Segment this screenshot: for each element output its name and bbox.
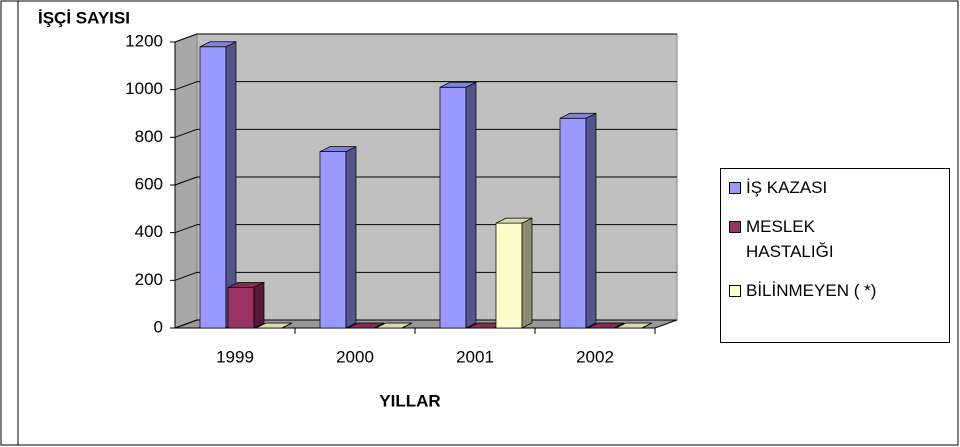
bar-side: [613, 322, 625, 329]
grid-line: [174, 319, 198, 329]
x-tick-label: 2000: [336, 347, 374, 366]
bar: [319, 151, 347, 329]
legend-item: İŞ KAZASI: [729, 175, 889, 200]
y-tick-label: 800: [135, 127, 163, 146]
bar-side: [345, 146, 357, 329]
x-tick-label: 2002: [576, 347, 614, 366]
y-tick-label: 0: [154, 317, 163, 336]
x-axis-title: YILLAR: [379, 391, 440, 410]
grid-line: [174, 128, 198, 138]
bar-side: [253, 281, 265, 329]
grid-line: [174, 33, 198, 43]
bar: [227, 287, 255, 329]
bar-side: [281, 322, 293, 329]
x-tick-label: 1999: [216, 347, 254, 366]
legend-swatch: [729, 182, 741, 194]
bar: [559, 117, 587, 329]
x-tick-label: 2001: [456, 347, 494, 366]
bar-side: [521, 217, 533, 329]
legend: İŞ KAZASI MESLEK HASTALIĞI BİLİNMEYEN ( *): [720, 168, 950, 343]
bar-side: [401, 322, 413, 329]
legend-swatch: [729, 285, 741, 297]
bar: [199, 46, 227, 329]
grid-line: [174, 224, 198, 234]
legend-label: İŞ KAZASI: [746, 178, 828, 197]
y-tick-label: 600: [135, 174, 163, 193]
y-tick-label: 1200: [125, 31, 163, 50]
bar: [495, 222, 523, 329]
grid-line: [174, 271, 198, 281]
grid-line: [174, 176, 198, 186]
grid-line: [174, 81, 198, 91]
y-tick-label: 1000: [125, 79, 163, 98]
legend-item: MESLEK HASTALIĞI: [729, 214, 889, 264]
y-tick-label: 200: [135, 270, 163, 289]
legend-label: MESLEK HASTALIĞI: [746, 217, 834, 261]
bar-side: [373, 322, 385, 329]
legend-label: BİLİNMEYEN ( *): [746, 281, 877, 300]
bar-side: [465, 81, 477, 329]
y-tick-label: 400: [135, 222, 163, 241]
legend-item: BİLİNMEYEN ( *): [729, 278, 889, 303]
bar-side: [641, 322, 653, 329]
chart-title: İŞÇİ SAYISI: [38, 8, 130, 27]
legend-swatch: [729, 221, 741, 233]
bar-side: [585, 112, 597, 329]
bar: [439, 86, 467, 329]
